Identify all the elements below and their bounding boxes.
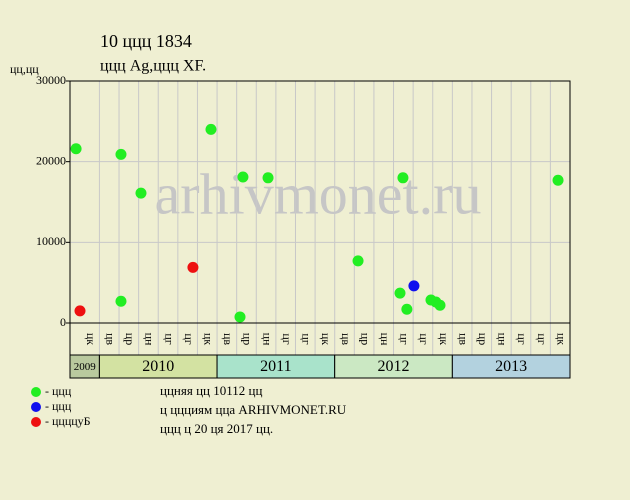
x-tick-label: цг	[280, 333, 294, 344]
y-axis-label: цц,цц	[10, 62, 39, 76]
x-tick-label: цк	[319, 333, 333, 345]
legend-marker	[31, 387, 41, 397]
data-point	[262, 172, 274, 184]
x-tick-label: цр	[123, 333, 137, 345]
x-tick-label: цк	[202, 333, 216, 345]
x-tick-label: цг	[300, 333, 314, 344]
x-tick-label: цн	[260, 333, 274, 346]
x-tick-label: цр	[476, 333, 490, 345]
chart-subtitle: ццц Ag,ццц XF.	[100, 58, 206, 75]
note: ц ццциям цца ARHIVMONET.RU	[160, 402, 347, 417]
x-tick-label: цг	[182, 333, 196, 344]
x-tick-label: цн	[496, 333, 510, 346]
data-point	[352, 255, 364, 267]
data-point	[401, 303, 413, 315]
legend-label: - ццццуБ	[45, 414, 91, 428]
x-tick-label: цв	[103, 333, 117, 345]
x-tick-label: цн	[143, 333, 157, 346]
watermark: arhivmonet.ru	[155, 161, 482, 226]
data-point	[408, 280, 420, 292]
year-label: 2013	[495, 358, 527, 375]
data-point	[187, 261, 199, 273]
year-label: 2012	[378, 358, 410, 375]
month-frame	[69, 322, 571, 356]
data-point	[394, 287, 406, 299]
x-tick-label: цг	[162, 333, 176, 344]
x-tick-label: цг	[535, 333, 549, 344]
x-tick-label: цв	[339, 333, 353, 345]
x-tick-label: цр	[241, 333, 255, 345]
legend-marker	[31, 417, 41, 427]
note: ццняя цц 10112 цц	[160, 383, 262, 398]
x-tick-label: цк	[84, 333, 98, 345]
x-tick-label: цр	[358, 333, 372, 345]
data-point	[74, 305, 86, 317]
data-point	[115, 148, 127, 160]
legend-marker	[31, 402, 41, 412]
x-tick-label: цв	[221, 333, 235, 345]
data-point	[552, 174, 564, 186]
data-point	[135, 187, 147, 199]
data-point	[434, 299, 446, 311]
year-label: 2009	[74, 361, 97, 373]
data-point	[397, 172, 409, 184]
x-tick-label: цн	[378, 333, 392, 346]
year-label: 2011	[260, 358, 291, 375]
x-tick-label: цк	[437, 333, 451, 345]
note: ццц ц 20 ця 2017 цц.	[160, 421, 273, 436]
x-tick-label: цг	[398, 333, 412, 344]
x-tick-label: цв	[456, 333, 470, 345]
data-point	[115, 295, 127, 307]
data-point	[237, 171, 249, 183]
data-point	[70, 143, 82, 155]
y-tick-label: 0	[60, 315, 66, 329]
legend-label: - ццц	[45, 384, 72, 398]
year-label: 2010	[142, 358, 174, 375]
chart-title: 10 ццц 1834	[100, 31, 192, 51]
y-tick-label: 10000	[36, 234, 66, 248]
x-tick-label: цк	[554, 333, 568, 345]
data-point	[205, 123, 217, 135]
legend-label: - ццц	[45, 399, 72, 413]
y-tick-label: 20000	[36, 153, 66, 167]
data-point	[234, 311, 246, 323]
x-tick-label: цг	[515, 333, 529, 344]
y-tick-label: 30000	[36, 73, 66, 87]
x-tick-label: цг	[417, 333, 431, 344]
